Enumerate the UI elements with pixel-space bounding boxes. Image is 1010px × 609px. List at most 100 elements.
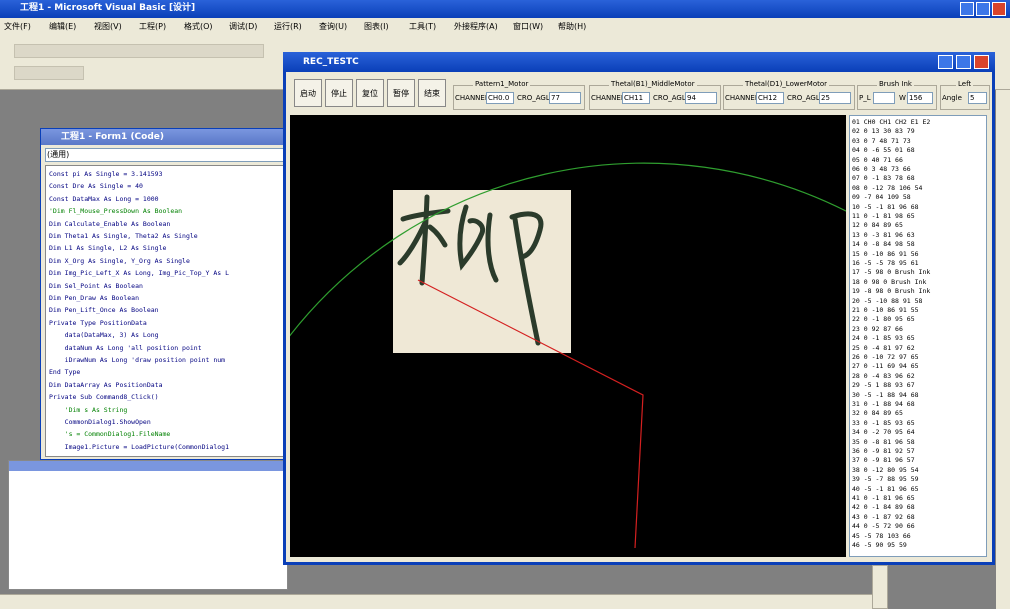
code-line: Image1.Picture = LoadPicture(CommonDialo… (49, 442, 229, 452)
menu-item[interactable]: 调试(D) (229, 21, 257, 33)
horizontal-scrollbar[interactable] (0, 594, 880, 609)
list-row: 46 -5 90 95 59 (852, 541, 907, 550)
angle-label: Angle (942, 93, 962, 103)
vertical-scrollbar[interactable] (872, 565, 888, 609)
channel-field[interactable]: CH12 (756, 92, 784, 104)
group-title: Thetal(B1)_MiddleMotor (609, 79, 697, 89)
channel-field[interactable]: CH11 (622, 92, 650, 104)
menu-bar: 文件(F) 编辑(E) 视图(V) 工程(P) 格式(O) 调试(D) 运行(R) 查询(U)… (0, 18, 1010, 36)
menu-item[interactable]: 文件(F) (4, 21, 31, 33)
angle-label: CRO_AGL (787, 93, 820, 103)
menu-item[interactable]: 视图(V) (94, 21, 122, 33)
menu-item[interactable]: 格式(O) (184, 21, 213, 33)
list-row: 26 0 -10 72 97 65 (852, 353, 919, 362)
object-dropdown[interactable]: (通用) (45, 148, 295, 162)
toolbar[interactable] (14, 44, 264, 58)
code-line: 'Dim s As String (49, 405, 127, 415)
toolbar[interactable] (14, 66, 84, 80)
list-row: 31 0 -1 88 94 68 (852, 400, 915, 409)
list-row: 16 -5 -5 78 95 61 (852, 259, 919, 268)
code-line: Private Sub Command8_Click() (49, 392, 159, 402)
list-row: 01 CH0 CH1 CH2 E1 E2 (852, 118, 930, 127)
code-line: 's = CommonDialog1.FileName (49, 429, 170, 439)
list-row: 44 0 -5 72 90 66 (852, 522, 915, 531)
list-row: 28 0 -4 83 96 62 (852, 372, 915, 381)
list-row: 20 -5 -10 88 91 58 (852, 297, 922, 306)
code-line: dataNum As Long 'all position point (49, 343, 202, 353)
list-row: 15 0 -10 86 91 56 (852, 250, 919, 259)
angle-field[interactable]: 25 (819, 92, 851, 104)
list-row: 43 0 -1 87 92 68 (852, 513, 915, 522)
code-line: iDrawNum As Long 'draw position point nu… (49, 355, 225, 365)
window-controls[interactable] (960, 2, 1006, 16)
list-row: 12 0 84 89 65 (852, 221, 903, 230)
list-row: 42 0 -1 84 89 68 (852, 503, 915, 512)
list-row: 02 0 13 30 83 79 (852, 127, 915, 136)
angle-field[interactable]: 94 (685, 92, 717, 104)
code-line: Private Type PositionData (49, 318, 147, 328)
list-row: 45 -5 78 103 66 (852, 532, 911, 541)
list-row: 32 0 84 89 65 (852, 409, 903, 418)
code-line: CommonDialog1.ShowOpen (49, 417, 151, 427)
group-title: Pattern1_Motor (473, 79, 530, 89)
list-row: 25 0 -4 81 97 62 (852, 344, 915, 353)
list-row: 38 0 -12 80 95 54 (852, 466, 919, 475)
w-field[interactable]: 156 (907, 92, 933, 104)
list-row: 23 0 92 87 66 (852, 325, 903, 334)
code-line: Dim DataArray As PositionData (49, 380, 163, 390)
list-row: 37 0 -9 81 96 57 (852, 456, 915, 465)
menu-item[interactable]: 工程(P) (139, 21, 166, 33)
menu-item[interactable]: 编辑(E) (49, 21, 76, 33)
list-row: 06 0 3 48 73 66 (852, 165, 911, 174)
menu-item[interactable]: 查询(U) (319, 21, 347, 33)
code-line: Dim Calculate_Enable As Boolean (49, 219, 170, 229)
code-window: 工程1 - Form1 (Code) (通用) Const pi As Sing… (40, 128, 298, 460)
code-line: End Type (49, 367, 80, 377)
list-row: 39 -5 -7 88 95 59 (852, 475, 919, 484)
w-label: W (899, 93, 906, 103)
code-line: Dim Pen_Draw As Boolean (49, 293, 139, 303)
list-row: 36 0 -9 81 92 57 (852, 447, 915, 456)
menu-item[interactable]: 运行(R) (274, 21, 302, 33)
list-row: 19 -8 98 0 Brush Ink (852, 287, 930, 296)
list-row: 21 0 -10 86 91 55 (852, 306, 919, 315)
maximize-button[interactable] (976, 2, 990, 16)
side-panel (996, 90, 1010, 609)
list-row: 18 0 98 0 Brush Ink (852, 278, 926, 287)
code-line: Const pi As Single = 3.141593 (49, 169, 163, 179)
list-row: 03 0 7 48 71 73 (852, 137, 911, 146)
list-row: 34 0 -2 70 95 64 (852, 428, 915, 437)
channel-field[interactable]: CH0.0 (486, 92, 514, 104)
list-row: 35 0 -8 81 96 58 (852, 438, 915, 447)
channel-label: CHANNEL (455, 93, 489, 103)
list-row: 24 0 -1 85 93 65 (852, 334, 915, 343)
menu-item[interactable]: 工具(T) (409, 21, 436, 33)
code-line: Dim L1 As Single, L2 As Single (49, 243, 166, 253)
code-line: Dim X_Org As Single, Y_Org As Single (49, 256, 190, 266)
list-row: 17 -5 98 0 Brush Ink (852, 268, 930, 277)
menu-item[interactable]: 窗口(W) (513, 21, 543, 33)
angle-field[interactable]: 5 (968, 92, 987, 104)
angle-field[interactable]: 77 (549, 92, 581, 104)
menu-item[interactable]: 帮助(H) (558, 21, 586, 33)
list-row: 13 0 -3 81 96 63 (852, 231, 915, 240)
drawing-canvas (290, 115, 846, 557)
code-line: Dim Sel_Point As Boolean (49, 281, 143, 291)
ide-title-bar: 工程1 - Microsoft Visual Basic [设计] (0, 0, 1010, 18)
code-line: Dim Img_Pic_Left_X As Long, Img_Pic_Top_… (49, 268, 229, 278)
immediate-window[interactable] (8, 460, 288, 590)
menu-item[interactable]: 外接程序(A) (454, 21, 498, 33)
code-line: Dim Theta1 As Single, Theta2 As Single (49, 231, 198, 241)
group-title: Thetal(D1)_LowerMotor (743, 79, 829, 89)
list-row: 41 0 -1 81 96 65 (852, 494, 915, 503)
pl-label: P_L (859, 93, 871, 103)
minimize-button[interactable] (960, 2, 974, 16)
menu-item[interactable]: 图表(I) (364, 21, 389, 33)
pl-field[interactable] (873, 92, 895, 104)
code-line: data(DataMax, 3) As Long (49, 330, 159, 340)
close-button[interactable] (992, 2, 1006, 16)
group-title: Left (956, 79, 973, 89)
